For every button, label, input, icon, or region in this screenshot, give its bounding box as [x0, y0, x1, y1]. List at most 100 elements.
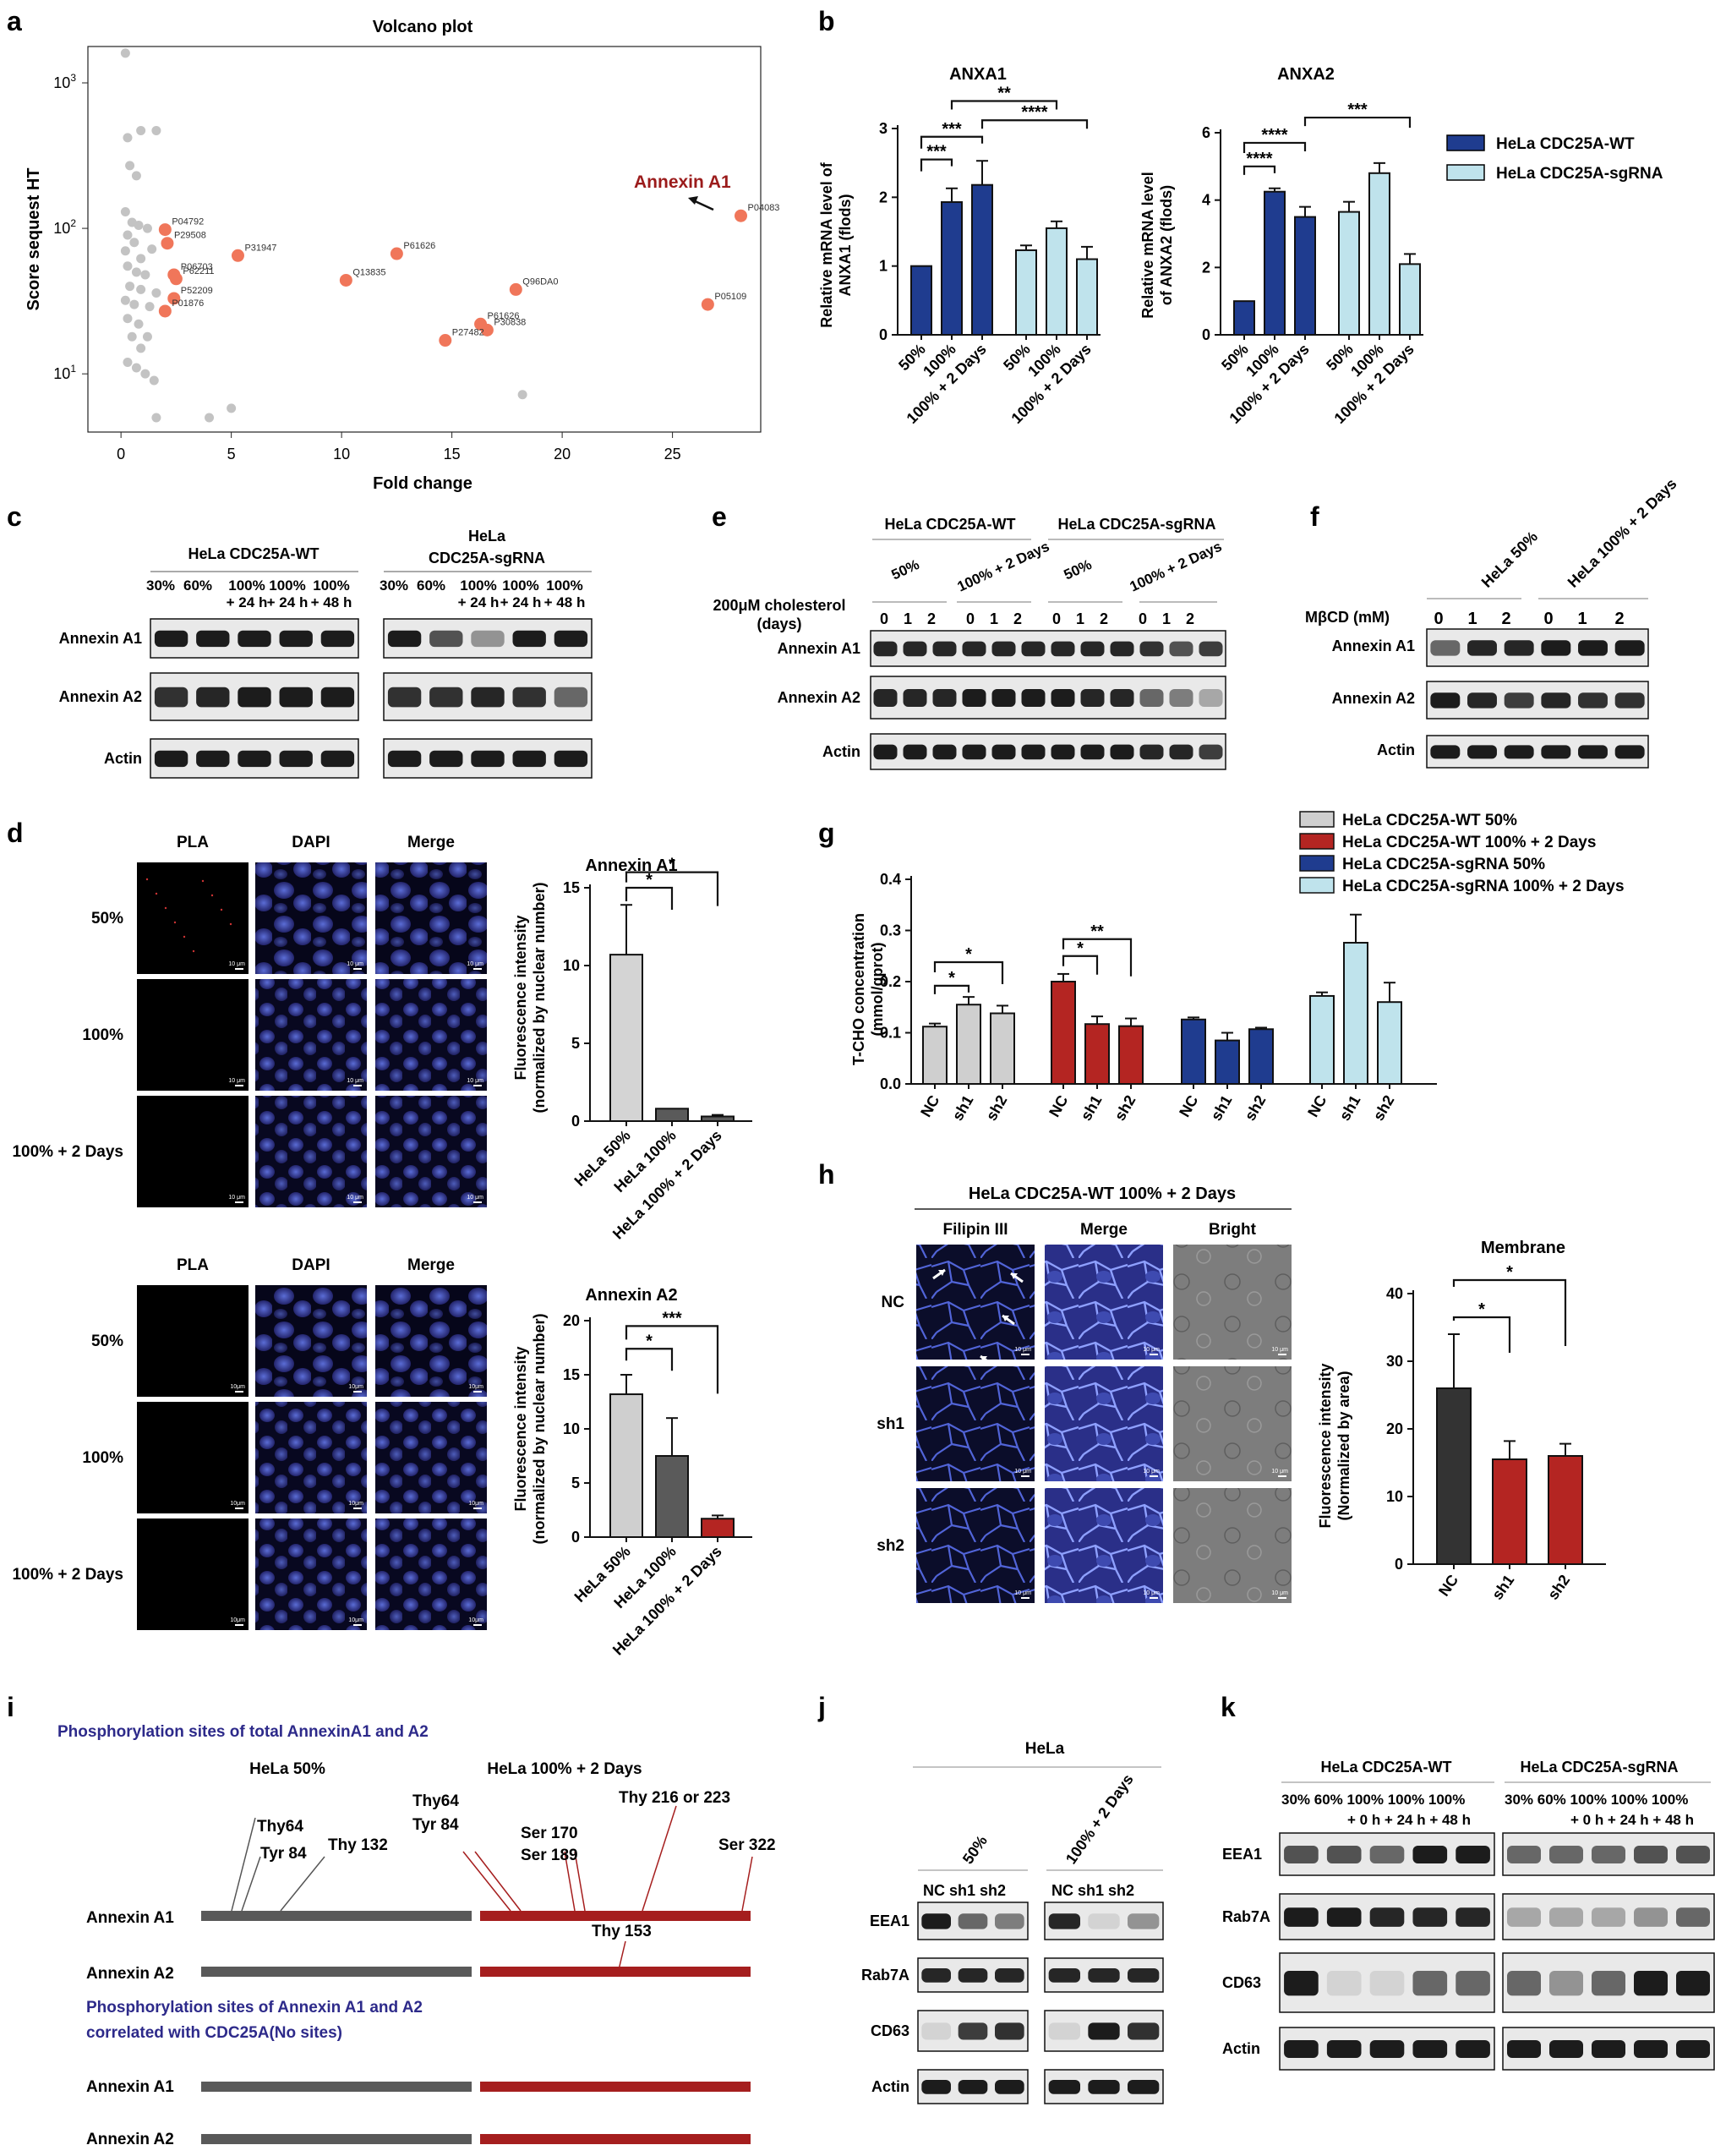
- scale-bar: [473, 1624, 482, 1626]
- i-site-line: [280, 1856, 325, 1912]
- category-label: NC: [1435, 1572, 1461, 1600]
- scale-bar: [353, 1508, 362, 1509]
- d-a2-ylabel-1: Fluorescence intensity: [512, 1346, 529, 1511]
- blot-row-label: Annexin A1: [59, 630, 142, 647]
- f-sub-label-1: HeLa 50%: [1478, 528, 1541, 591]
- annexin-arrowhead: [688, 196, 698, 205]
- d-micrograph: [255, 1519, 367, 1630]
- volcano-x-tick-label: 10: [333, 446, 350, 462]
- y-tick-label: 2: [1202, 259, 1210, 276]
- legend-swatch-wt: [1446, 134, 1485, 151]
- scale-bar-label: 10 μm: [1143, 1590, 1160, 1596]
- legend-label-wt: HeLa CDC25A-WT: [1496, 135, 1635, 153]
- c-lane-time: + 24 h: [227, 594, 268, 610]
- c-lane-label: 100%: [502, 577, 538, 594]
- volcano-gray-point: [120, 48, 130, 58]
- volcano-point-label: P04792: [172, 217, 204, 227]
- pla-dot: [164, 906, 167, 910]
- blot-band: [932, 689, 957, 707]
- c-group2-label-1: HeLa: [468, 528, 506, 544]
- blot-band: [471, 687, 505, 708]
- blot-band: [1051, 641, 1075, 657]
- i-a1-bar-red: [480, 1911, 751, 1921]
- e-treat-label-1: 200μM cholesterol: [713, 597, 845, 614]
- g-legend-swatch: [1299, 877, 1335, 894]
- i-site-thy216: Thy 216 or 223: [619, 1789, 730, 1807]
- volcano-gray-point: [129, 299, 139, 309]
- i-site-line: [474, 1851, 522, 1912]
- g-legend-swatch: [1299, 833, 1335, 850]
- d-micrograph: [137, 1402, 249, 1513]
- d-col-header: DAPI: [292, 1256, 330, 1274]
- scale-bar-label: 10μm: [348, 1384, 363, 1390]
- panel-label-k: k: [1221, 1692, 1236, 1722]
- c-group2-label-2: CDC25A-sgRNA: [429, 550, 545, 566]
- blot-row-label: CD63: [1222, 1974, 1261, 1991]
- i-a2-bar-gray: [201, 1967, 472, 1977]
- significance-bracket: [920, 158, 953, 172]
- blot-band: [1412, 1907, 1448, 1927]
- scale-bar: [473, 1085, 482, 1086]
- blot-band: [1080, 744, 1105, 760]
- significance-bracket: [950, 100, 1058, 110]
- volcano-point-label: Q13835: [352, 267, 385, 277]
- h-col-header: Filipin III: [942, 1221, 1008, 1239]
- blot-band: [1676, 2040, 1710, 2058]
- volcano-gray-point: [142, 331, 152, 342]
- panel-g-tcho-chart: HeLa CDC25A-WT 50% HeLa CDC25A-WT 100% + …: [850, 811, 1625, 1124]
- y-tick-label: 5: [571, 1475, 580, 1491]
- volcano-point-label: P52209: [181, 286, 213, 296]
- pla-dot: [183, 935, 186, 938]
- i-a2-bar-gray-2: [201, 2134, 472, 2144]
- scale-bar-label: 10μm: [348, 1617, 363, 1623]
- panel-label-h: h: [818, 1159, 835, 1190]
- volcano-gray-point: [131, 267, 141, 277]
- i-site-thy64-b: Thy64: [412, 1792, 459, 1810]
- blot-row-label: CD63: [871, 2022, 909, 2039]
- scale-bar: [235, 1085, 243, 1086]
- significance-label: ****: [1246, 150, 1272, 168]
- y-tick-label: 0.1: [880, 1025, 901, 1042]
- bar: [1399, 263, 1421, 337]
- volcano-highlight-point: [161, 237, 174, 250]
- d-row-label: 100%: [82, 1449, 123, 1467]
- blot-band: [554, 687, 588, 708]
- volcano-highlight-point: [735, 209, 748, 222]
- significance-label: *: [646, 871, 653, 889]
- blot-band: [903, 744, 927, 760]
- blot-band: [1284, 2040, 1319, 2058]
- blot-band: [958, 1913, 988, 1929]
- blot-band: [958, 2080, 988, 2094]
- i-a1-bar-red-2: [480, 2082, 751, 2092]
- volcano-x-tick-label: 20: [554, 446, 571, 462]
- scale-bar-label: 10μm: [468, 1501, 483, 1507]
- volcano-highlight-point: [231, 249, 244, 262]
- scale-bar: [353, 1391, 362, 1393]
- significance-label: *: [1478, 1300, 1485, 1319]
- significance-label: *: [965, 945, 972, 964]
- pla-dot: [210, 894, 214, 897]
- volcano-x-tick-label: 5: [227, 446, 236, 462]
- blot-band: [1021, 689, 1046, 707]
- scale-bar-label: 10 μm: [1271, 1469, 1288, 1475]
- i-site-line: [642, 1805, 677, 1912]
- volcano-title: Volcano plot: [373, 18, 473, 36]
- blot-row-label: Actin: [822, 743, 860, 760]
- d-micrograph: [137, 1096, 249, 1207]
- blot-band: [512, 630, 546, 648]
- blot-band: [1467, 692, 1497, 709]
- panel-d-pla-images: PLA DAPI Merge 50% 10 μm 10 μm 10 μm 100% 10 μm 1…: [12, 834, 752, 1659]
- volcano-gray-points: [120, 48, 527, 423]
- blot-row-label: Actin: [1377, 741, 1415, 758]
- volcano-point-label: P29508: [174, 231, 206, 241]
- scale-bar: [1021, 1597, 1030, 1599]
- scale-bar: [235, 1624, 243, 1626]
- category-label: sh1: [1078, 1092, 1106, 1124]
- blot-band: [1051, 744, 1075, 760]
- j-sub-1: 50%: [959, 1832, 991, 1867]
- significance-bracket: [625, 1325, 719, 1394]
- blot-band: [279, 687, 313, 708]
- e-day-label: 1: [990, 610, 998, 627]
- i-site-tyr84-b: Tyr 84: [412, 1816, 459, 1834]
